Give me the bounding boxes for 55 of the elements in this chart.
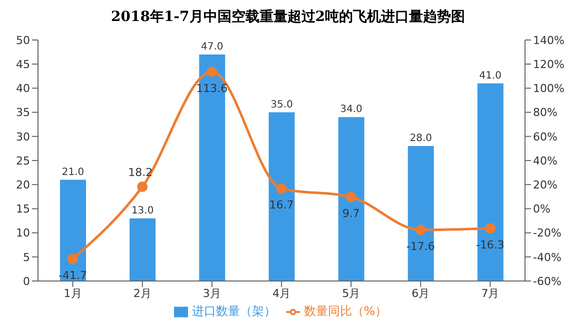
bar: [268, 112, 295, 281]
x-tick-label: 2月: [133, 286, 152, 300]
y2-tick-label: 20%: [533, 178, 558, 192]
point: [68, 254, 78, 264]
point: [484, 223, 496, 234]
y-tick-label: 40: [16, 82, 30, 96]
y2-tick-label: 60%: [533, 130, 558, 144]
data-label: 35.0: [270, 99, 293, 110]
y2-tick-label: 140%: [533, 34, 564, 47]
y-tick-label: 50: [16, 34, 30, 47]
bar: [408, 146, 434, 281]
y-tick-label: 30: [16, 130, 30, 144]
point: [276, 183, 287, 194]
point: [206, 66, 218, 78]
data-label: 28.0: [410, 133, 432, 144]
x-tick-label: 5月: [342, 286, 360, 300]
bar: [130, 218, 156, 281]
y-tick-label: 15: [16, 202, 30, 216]
data-label: 21.0: [62, 166, 84, 178]
y2-tick-label: 100%: [533, 82, 564, 96]
y-tick-label: 45: [16, 58, 30, 72]
data-label: 47.0: [201, 41, 224, 52]
y2-tick-label: -40%: [533, 250, 562, 264]
y2-tick-label: -60%: [533, 274, 562, 288]
data-label: 13.0: [131, 205, 154, 216]
point: [415, 224, 426, 236]
y-tick-label: 35: [16, 106, 30, 120]
data-label: 16.7: [269, 198, 294, 212]
x-tick-label: 3月: [202, 286, 221, 300]
x-tick-label: 6月: [412, 286, 430, 300]
chart-title: 2018年1-7月中国空载重量超过2吨的飞机进口量趋势图: [110, 8, 466, 27]
y2-tick-label: 40%: [533, 154, 558, 168]
y-tick-label: 25: [16, 154, 30, 168]
data-label: 34.0: [340, 104, 362, 116]
data-label: 41.0: [479, 70, 502, 82]
y2-tick-label: 80%: [533, 106, 558, 120]
x-tick-label: 4月: [272, 286, 290, 300]
bar: [60, 180, 86, 281]
x-tick-label: 7月: [481, 286, 500, 300]
legend-label: 数量同比（%）: [304, 304, 388, 318]
legend-label: 进口数量（架）: [192, 304, 276, 318]
x-tick-label: 1月: [64, 286, 82, 300]
y-tick-label: 10: [16, 226, 30, 240]
y-tick-label: 5: [23, 250, 30, 264]
y-tick-label: 0: [23, 274, 30, 288]
bar: [338, 117, 364, 281]
y2-tick-label: 0%: [533, 202, 550, 216]
data-label: 9.7: [342, 207, 360, 220]
point: [137, 182, 148, 192]
y-tick-label: 20: [16, 178, 30, 192]
bar: [477, 83, 504, 281]
point: [346, 192, 356, 202]
bar: [199, 54, 226, 281]
y2-tick-label: 120%: [533, 58, 564, 72]
y2-tick-label: -20%: [533, 226, 562, 240]
